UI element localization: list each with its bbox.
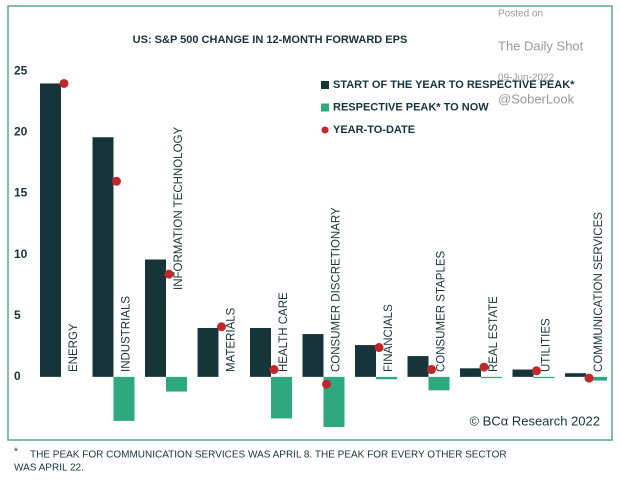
bar xyxy=(197,327,219,377)
bar xyxy=(460,368,481,377)
y-tick-label: 25 xyxy=(14,63,28,77)
footnote: THE PEAK FOR COMMUNICATION SERVICES WAS … xyxy=(30,450,507,461)
legend-swatch xyxy=(321,126,329,134)
category-label: CONSUMER DISCRETIONARY xyxy=(331,207,343,372)
legend-swatch xyxy=(321,103,329,112)
watermark: 09-Jun-2022 xyxy=(498,73,555,84)
bar xyxy=(40,83,61,377)
bar xyxy=(271,376,292,419)
bar xyxy=(250,327,271,377)
bar xyxy=(145,259,166,377)
watermark: The Daily Shot xyxy=(498,38,584,53)
y-tick-label: 0 xyxy=(14,369,21,383)
bar xyxy=(113,376,135,421)
bar xyxy=(586,376,607,381)
category-label: ENERGY xyxy=(68,323,80,372)
legend-swatch xyxy=(321,81,329,89)
category-label: FINANCIALS xyxy=(383,304,395,372)
y-tick-label: 20 xyxy=(14,125,28,139)
y-tick-label: 5 xyxy=(14,308,21,322)
bar xyxy=(355,345,376,377)
bar xyxy=(407,356,429,377)
category-label: CONSUMER STAPLES xyxy=(436,250,448,372)
dot xyxy=(269,365,279,375)
bar xyxy=(166,376,187,392)
bar xyxy=(428,376,450,391)
watermark: Posted on xyxy=(498,9,543,20)
bar xyxy=(481,376,502,379)
category-label: INDUSTRIALS xyxy=(121,296,133,372)
category-label: MATERIALS xyxy=(226,307,238,372)
dot xyxy=(479,362,489,372)
category-label: UTILITIES xyxy=(541,318,553,372)
bar xyxy=(565,373,586,377)
dot xyxy=(584,373,594,383)
source: © BCα Research 2022 xyxy=(469,413,600,428)
category-label: REAL ESTATE xyxy=(488,296,500,372)
bar xyxy=(92,137,114,377)
footnote: WAS APRIL 22. xyxy=(14,463,84,474)
dot xyxy=(532,366,541,376)
dot xyxy=(374,343,384,353)
y-tick-label: 15 xyxy=(14,186,28,200)
bar xyxy=(323,376,345,427)
category-label: HEALTH CARE xyxy=(278,292,290,372)
bar xyxy=(376,376,397,380)
y-tick-label: 10 xyxy=(14,247,28,261)
footnote-marker: * xyxy=(14,447,18,458)
legend-label: START OF THE YEAR TO RESPECTIVE PEAK* xyxy=(333,79,575,91)
dot xyxy=(112,176,121,186)
bar xyxy=(302,334,324,377)
legend-label: YEAR-TO-DATE xyxy=(333,124,415,136)
dot xyxy=(59,78,69,88)
dot xyxy=(217,322,226,332)
chart-title: US: S&P 500 CHANGE IN 12-MONTH FORWARD E… xyxy=(133,34,408,46)
dot xyxy=(164,269,174,279)
watermark: @SoberLook xyxy=(498,91,575,106)
category-label: COMMUNICATION SERVICES xyxy=(593,212,605,372)
dot xyxy=(322,379,331,389)
dot xyxy=(427,365,436,375)
bar xyxy=(533,376,555,379)
bar xyxy=(512,369,534,377)
category-label: INFORMATION TECHNOLOGY xyxy=(173,127,185,290)
legend-label: RESPECTIVE PEAK* TO NOW xyxy=(333,101,489,113)
